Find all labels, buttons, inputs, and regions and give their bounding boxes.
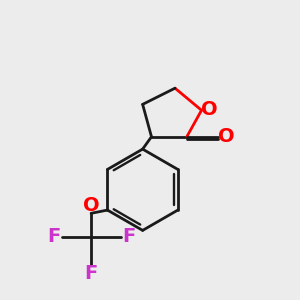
- Text: F: F: [122, 227, 135, 246]
- Text: O: O: [218, 127, 234, 146]
- Text: F: F: [47, 227, 60, 246]
- Text: O: O: [83, 196, 99, 215]
- Text: O: O: [202, 100, 218, 119]
- Text: F: F: [85, 264, 98, 283]
